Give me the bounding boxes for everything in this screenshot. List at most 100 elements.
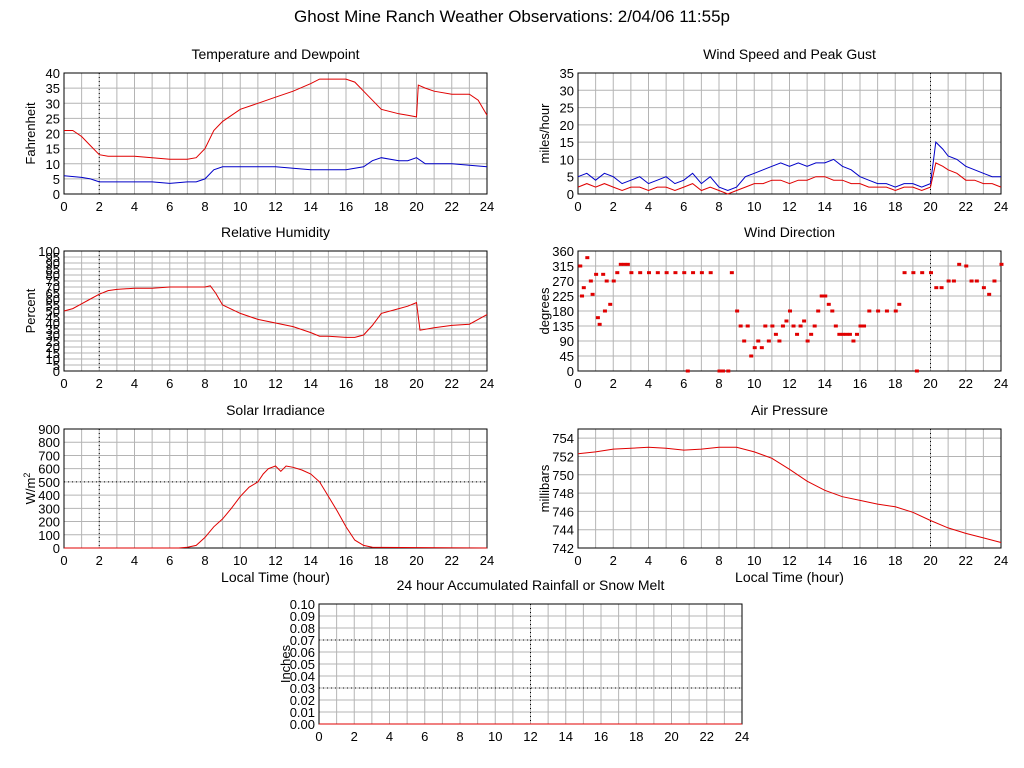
data-point <box>798 324 803 328</box>
x-tick-label: 4 <box>645 376 652 391</box>
data-point <box>914 369 919 373</box>
x-tick-label: 0 <box>60 199 67 214</box>
x-tick-label: 0 <box>60 376 67 391</box>
x-tick-label: 6 <box>166 199 173 214</box>
data-point <box>581 286 586 290</box>
x-tick-label: 18 <box>888 376 902 391</box>
y-tick-label: 5 <box>53 172 60 187</box>
page-title: Ghost Mine Ranch Weather Observations: 2… <box>294 7 730 26</box>
x-tick-label: 24 <box>735 729 749 744</box>
data-point <box>685 369 690 373</box>
x-tick-label: 6 <box>680 199 687 214</box>
y-tick-label: 25 <box>560 101 574 116</box>
data-point <box>756 339 761 343</box>
data-point <box>902 271 907 275</box>
data-point <box>969 279 974 283</box>
x-tick-label: 14 <box>304 553 318 568</box>
x-tick-label: 8 <box>715 199 722 214</box>
x-tick-label: 20 <box>923 199 937 214</box>
x-tick-label: 16 <box>853 553 867 568</box>
data-point <box>580 294 585 298</box>
data-point <box>673 271 678 275</box>
y-tick-label: 0.01 <box>290 705 315 720</box>
data-point <box>691 271 696 275</box>
data-point <box>597 322 602 326</box>
y-tick-label: 200 <box>38 515 60 530</box>
x-tick-label: 0 <box>60 553 67 568</box>
y-tick-label: 750 <box>552 468 574 483</box>
y-tick-label: 15 <box>46 142 60 157</box>
chart-rain: 0 2 4 6 8 10 12 14 16 18 20 22 240.000.010.020.030.0… <box>278 577 749 744</box>
x-tick-label: 16 <box>339 376 353 391</box>
y-tick-label: 135 <box>552 319 574 334</box>
x-tick-label: 4 <box>131 376 138 391</box>
y-tick-label: 0.07 <box>290 633 315 648</box>
data-point <box>987 292 992 296</box>
data-point <box>957 262 962 266</box>
x-tick-label: 20 <box>409 553 423 568</box>
x-tick-label: 10 <box>233 376 247 391</box>
x-tick-label: 18 <box>374 553 388 568</box>
x-tick-label: 8 <box>715 376 722 391</box>
x-tick-label: 12 <box>782 376 796 391</box>
x-tick-label: 10 <box>747 376 761 391</box>
x-tick-label: 4 <box>386 729 393 744</box>
data-point <box>590 292 595 296</box>
y-tick-label: 360 <box>552 244 574 259</box>
y-tick-label: 85 <box>46 262 60 277</box>
x-tick-label: 12 <box>782 199 796 214</box>
data-point <box>844 332 849 336</box>
data-point <box>812 324 817 328</box>
y-tick-label: 10 <box>46 352 60 367</box>
y-tick-label: 70 <box>46 280 60 295</box>
data-point <box>618 262 623 266</box>
data-point <box>805 339 810 343</box>
y-tick-label: 0 <box>53 187 60 202</box>
x-tick-label: 6 <box>680 376 687 391</box>
y-tick-label: 0.02 <box>290 693 315 708</box>
data-point <box>934 286 939 290</box>
chart-solar: 0 2 4 6 8 10 12 14 16 18 20 22 240100200300400500600… <box>22 402 494 585</box>
chart-wind: 0 2 4 6 8 10 12 14 16 18 20 22 2405101520253035Wind … <box>537 46 1008 214</box>
plot-frame <box>577 72 1002 195</box>
data-point <box>655 271 660 275</box>
chart-title: Wind Direction <box>744 224 835 240</box>
y-tick-label: 746 <box>552 504 574 519</box>
x-tick-label: 22 <box>959 376 973 391</box>
data-point <box>862 324 867 328</box>
y-tick-label: 95 <box>46 250 60 265</box>
y-tick-label: 752 <box>552 449 574 464</box>
y-tick-label: 30 <box>560 83 574 98</box>
x-tick-label: 12 <box>268 553 282 568</box>
chart-title: Relative Humidity <box>221 224 330 240</box>
y-tick-label: 754 <box>552 431 574 446</box>
data-point <box>802 319 807 323</box>
x-tick-label: 8 <box>201 376 208 391</box>
y-tick-label: 90 <box>46 256 60 271</box>
y-tick-label: 400 <box>38 488 60 503</box>
data-point <box>742 339 747 343</box>
y-tick-label: 0.00 <box>290 717 315 732</box>
x-tick-label: 2 <box>96 553 103 568</box>
data-point <box>763 324 768 328</box>
y-tick-label: 0.06 <box>290 645 315 660</box>
x-tick-label: 14 <box>818 376 832 391</box>
data-point <box>594 272 599 276</box>
data-point <box>759 346 764 350</box>
data-point <box>625 262 630 266</box>
chart-temp: 0 2 4 6 8 10 12 14 16 18 20 22 240510152025303540Tem… <box>23 46 494 214</box>
series-line-blue <box>63 157 488 184</box>
x-tick-label: 2 <box>96 376 103 391</box>
data-point <box>699 271 704 275</box>
data-point <box>777 339 782 343</box>
x-tick-label: 22 <box>959 553 973 568</box>
x-tick-label: 18 <box>629 729 643 744</box>
data-point <box>819 294 824 298</box>
x-tick-label: 10 <box>233 553 247 568</box>
x-tick-label: 14 <box>818 553 832 568</box>
data-point <box>884 309 889 313</box>
x-tick-label: 8 <box>201 553 208 568</box>
y-tick-label: 25 <box>46 111 60 126</box>
data-point <box>951 279 956 283</box>
data-point <box>893 309 898 313</box>
